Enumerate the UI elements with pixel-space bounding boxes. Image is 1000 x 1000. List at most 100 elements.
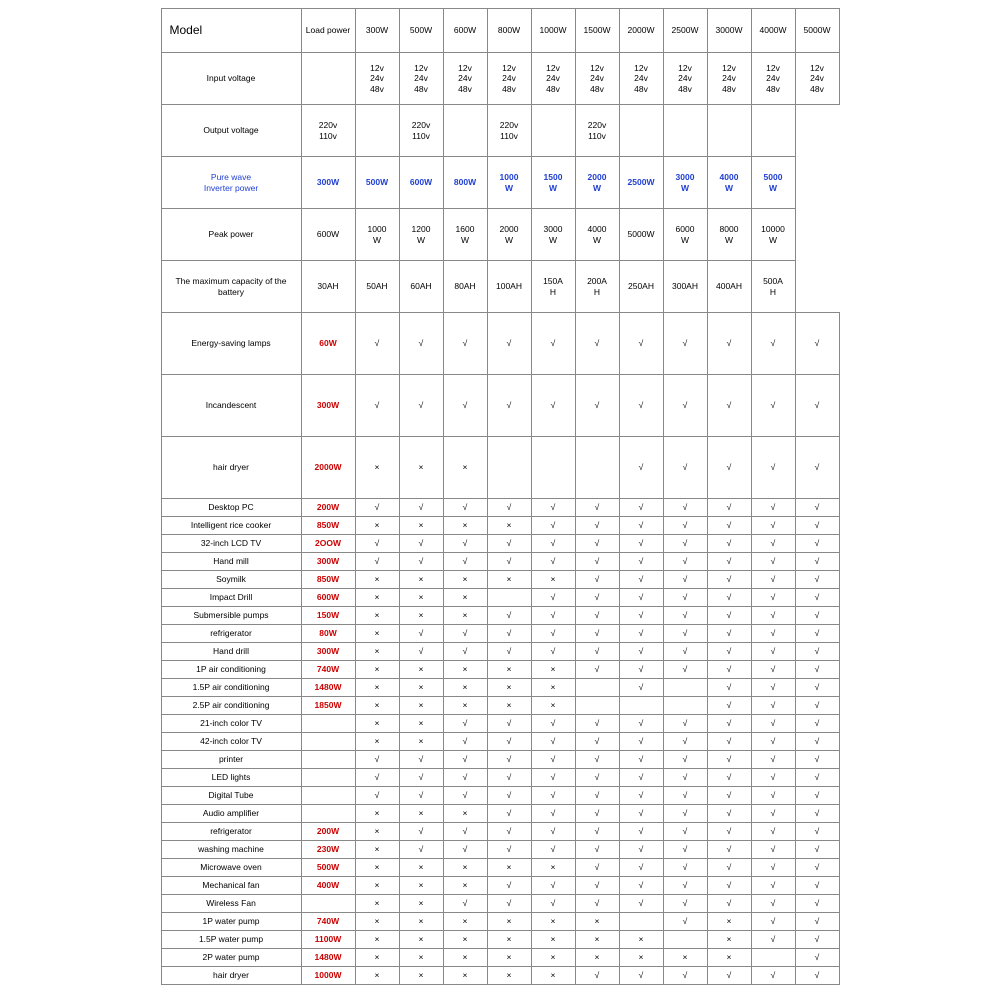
device-cell-7-0: × [355, 571, 399, 589]
spec-cell-3-1: 1000W [355, 209, 399, 261]
device-cell-7-6: √ [619, 571, 663, 589]
device-cell-2-2: × [443, 437, 487, 499]
device-cell-22-5: √ [575, 841, 619, 859]
device-cell-4-0: × [355, 517, 399, 535]
device-cell-11-1: √ [399, 643, 443, 661]
device-cell-5-5: √ [575, 535, 619, 553]
device-cell-16-8: √ [707, 733, 751, 751]
device-cell-2-0: × [355, 437, 399, 499]
device-cell-1-0: √ [355, 375, 399, 437]
device-label-4: Intelligent rice cooker [161, 517, 301, 535]
spec-cell-1-2: 220v110v [399, 105, 443, 157]
device-cell-17-6: √ [619, 751, 663, 769]
spec-label-0: Input voltage [161, 53, 301, 105]
device-cell-5-6: √ [619, 535, 663, 553]
device-cell-13-3: × [487, 679, 531, 697]
spec-cell-1-8 [663, 105, 707, 157]
device-label-5: 32-inch LCD TV [161, 535, 301, 553]
device-cell-4-7: √ [663, 517, 707, 535]
device-label-12: 1P air conditioning [161, 661, 301, 679]
device-cell-14-1: × [399, 697, 443, 715]
device-cell-2-6: √ [619, 437, 663, 499]
device-load-24: 400W [301, 877, 355, 895]
spec-cell-2-0: 300W [301, 157, 355, 209]
spec-label-1: Output voltage [161, 105, 301, 157]
device-cell-24-6: √ [619, 877, 663, 895]
device-cell-1-7: √ [663, 375, 707, 437]
spec-cell-4-4: 100AH [487, 261, 531, 313]
device-cell-13-10: √ [795, 679, 839, 697]
device-load-8: 600W [301, 589, 355, 607]
device-label-3: Desktop PC [161, 499, 301, 517]
device-cell-14-2: × [443, 697, 487, 715]
col-header-4: 1000W [531, 9, 575, 53]
device-load-0: 60W [301, 313, 355, 375]
spec-cell-4-6: 200AH [575, 261, 619, 313]
device-load-9: 150W [301, 607, 355, 625]
device-label-2: hair dryer [161, 437, 301, 499]
device-load-2: 2000W [301, 437, 355, 499]
spec-cell-0-6: 12v24v48v [619, 53, 663, 105]
device-load-15 [301, 715, 355, 733]
spec-cell-1-1 [355, 105, 399, 157]
col-header-7: 2500W [663, 9, 707, 53]
device-cell-22-7: √ [663, 841, 707, 859]
load-power-blank [301, 53, 355, 105]
device-cell-10-7: √ [663, 625, 707, 643]
device-load-3: 200W [301, 499, 355, 517]
spec-cell-2-10: 5000W [751, 157, 795, 209]
device-cell-0-4: √ [531, 313, 575, 375]
spec-cell-0-9: 12v24v48v [751, 53, 795, 105]
device-cell-7-9: √ [751, 571, 795, 589]
spec-cell-2-7: 2500W [619, 157, 663, 209]
col-header-10: 5000W [795, 9, 839, 53]
device-cell-14-10: √ [795, 697, 839, 715]
device-label-23: Microwave oven [161, 859, 301, 877]
device-cell-5-9: √ [751, 535, 795, 553]
device-cell-5-10: √ [795, 535, 839, 553]
device-cell-10-9: √ [751, 625, 795, 643]
device-cell-8-5: √ [575, 589, 619, 607]
model-header: Model [161, 9, 301, 53]
device-cell-0-5: √ [575, 313, 619, 375]
device-cell-11-2: √ [443, 643, 487, 661]
device-cell-10-0: × [355, 625, 399, 643]
device-load-21: 200W [301, 823, 355, 841]
device-cell-3-10: √ [795, 499, 839, 517]
device-cell-27-0: × [355, 931, 399, 949]
device-load-13: 1480W [301, 679, 355, 697]
device-cell-23-10: √ [795, 859, 839, 877]
device-cell-0-3: √ [487, 313, 531, 375]
device-load-1: 300W [301, 375, 355, 437]
device-cell-25-10: √ [795, 895, 839, 913]
device-cell-16-3: √ [487, 733, 531, 751]
spec-cell-3-5: 3000W [531, 209, 575, 261]
device-cell-28-0: × [355, 949, 399, 967]
device-cell-9-6: √ [619, 607, 663, 625]
device-load-14: 1850W [301, 697, 355, 715]
device-cell-13-7 [663, 679, 707, 697]
device-cell-25-4: √ [531, 895, 575, 913]
device-cell-29-9: √ [751, 967, 795, 985]
device-cell-9-9: √ [751, 607, 795, 625]
device-cell-0-9: √ [751, 313, 795, 375]
device-cell-22-10: √ [795, 841, 839, 859]
device-label-24: Mechanical fan [161, 877, 301, 895]
device-cell-11-5: √ [575, 643, 619, 661]
spec-cell-0-5: 12v24v48v [575, 53, 619, 105]
device-cell-23-0: × [355, 859, 399, 877]
spec-cell-4-9: 400AH [707, 261, 751, 313]
device-cell-27-6: × [619, 931, 663, 949]
device-cell-18-8: √ [707, 769, 751, 787]
device-cell-14-5 [575, 697, 619, 715]
device-cell-16-4: √ [531, 733, 575, 751]
device-cell-0-2: √ [443, 313, 487, 375]
device-cell-19-9: √ [751, 787, 795, 805]
device-cell-11-8: √ [707, 643, 751, 661]
device-cell-23-9: √ [751, 859, 795, 877]
device-cell-27-9: √ [751, 931, 795, 949]
device-cell-12-6: √ [619, 661, 663, 679]
device-cell-4-3: × [487, 517, 531, 535]
device-cell-14-3: × [487, 697, 531, 715]
device-cell-23-3: × [487, 859, 531, 877]
